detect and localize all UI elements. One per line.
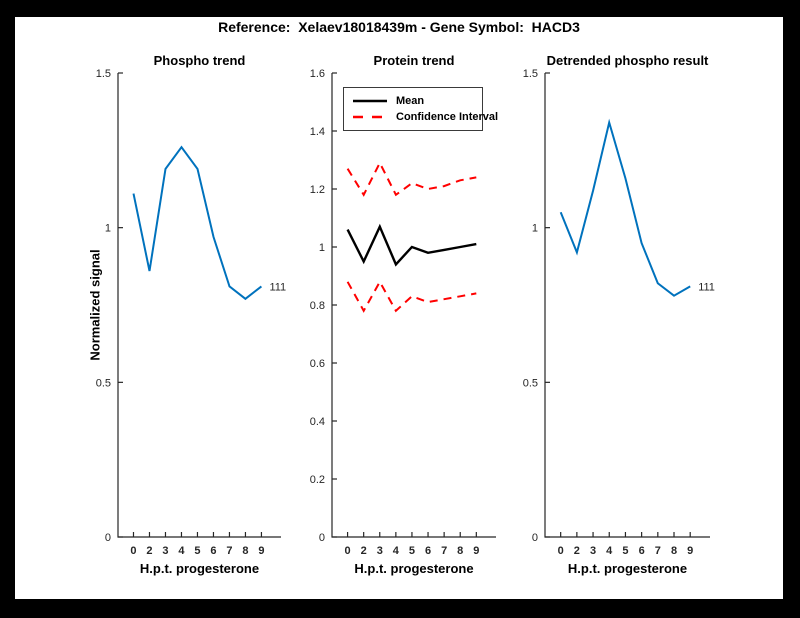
- legend-label-confidence-interval: Confidence Interval: [396, 111, 499, 124]
- x-tick-label: 8: [671, 545, 677, 557]
- y-tick-label: 1.6: [310, 68, 325, 80]
- plot1-ylabel: Normalized signal: [87, 249, 103, 361]
- series-phospho-signal: [132, 145, 263, 301]
- x-tick-label: 2: [574, 545, 580, 557]
- x-tick-label: 2: [361, 545, 367, 557]
- x-tick-label: 0: [558, 545, 564, 557]
- dashed-line-icon: [353, 116, 383, 119]
- plot2-xlabel: H.p.t. progesterone: [354, 561, 474, 576]
- x-tick-label: 7: [655, 545, 661, 557]
- y-tick-label: 1.2: [310, 184, 325, 196]
- plot3-xlabel: H.p.t. progesterone: [567, 561, 688, 576]
- x-tick-label: 9: [473, 545, 479, 557]
- x-tick-label: 0: [130, 545, 136, 557]
- y-tick-label: 0: [532, 532, 538, 544]
- y-tick-label: 0.5: [96, 377, 111, 389]
- series-end-label: 111: [698, 281, 715, 293]
- x-tick-label: 8: [457, 545, 463, 557]
- y-tick-label: 0.8: [310, 300, 325, 312]
- y-tick-label: 0.4: [310, 416, 325, 428]
- plot2-title: Protein trend: [373, 53, 455, 68]
- y-tick-label: 1: [105, 223, 111, 235]
- x-tick-label: 5: [622, 545, 628, 557]
- x-tick-label: 7: [441, 545, 447, 557]
- x-tick-label: 9: [258, 545, 264, 557]
- x-tick-label: 2: [146, 545, 152, 557]
- x-tick-label: 0: [345, 545, 351, 557]
- x-tick-label: 5: [409, 545, 415, 557]
- x-tick-label: 6: [425, 545, 431, 557]
- series-confidence-interval-upper: [346, 160, 477, 197]
- legend-box: Mean Confidence Interval: [343, 87, 498, 131]
- y-tick-label: 1: [532, 223, 538, 235]
- y-tick-label: 0.5: [523, 377, 538, 389]
- x-tick-label: 8: [242, 545, 248, 557]
- plot3-title: Detrended phospho result: [546, 53, 709, 68]
- x-tick-label: 3: [590, 545, 596, 557]
- mean-line-icon: [353, 99, 387, 102]
- series-mean: [346, 223, 477, 267]
- y-tick-label: 0.2: [310, 474, 325, 486]
- x-tick-label: 6: [639, 545, 645, 557]
- x-tick-label: 4: [178, 545, 185, 557]
- x-tick-label: 3: [162, 545, 168, 557]
- x-tick-label: 4: [393, 545, 400, 557]
- x-tick-label: 3: [377, 545, 383, 557]
- plot1-xlabel: H.p.t. progesterone: [139, 561, 260, 576]
- y-tick-label: 0.6: [310, 358, 325, 370]
- y-tick-label: 0: [105, 532, 111, 544]
- series-end-label: 111: [269, 281, 286, 293]
- y-tick-label: 1.5: [96, 68, 111, 80]
- x-tick-label: 9: [687, 545, 693, 557]
- legend-entry-mean: Mean: [344, 95, 482, 107]
- x-tick-label: 5: [194, 545, 200, 557]
- legend-label-mean: Mean: [396, 94, 425, 107]
- x-tick-label: 6: [210, 545, 216, 557]
- plot1-title: Phospho trend: [153, 53, 246, 68]
- series-confidence-interval-lower: [346, 279, 477, 313]
- y-tick-label: 1.5: [523, 68, 538, 80]
- legend-entry-confidence-interval: Confidence Interval: [344, 111, 498, 123]
- x-tick-label: 7: [226, 545, 232, 557]
- y-tick-label: 0: [319, 532, 325, 544]
- series-detrended-phospho-signal: [559, 118, 691, 297]
- figure-title: Reference: Xelaev18018439m - Gene Symbol…: [218, 19, 580, 35]
- x-tick-label: 4: [606, 545, 613, 557]
- y-tick-label: 1.4: [310, 126, 325, 138]
- y-tick-label: 1: [319, 242, 325, 254]
